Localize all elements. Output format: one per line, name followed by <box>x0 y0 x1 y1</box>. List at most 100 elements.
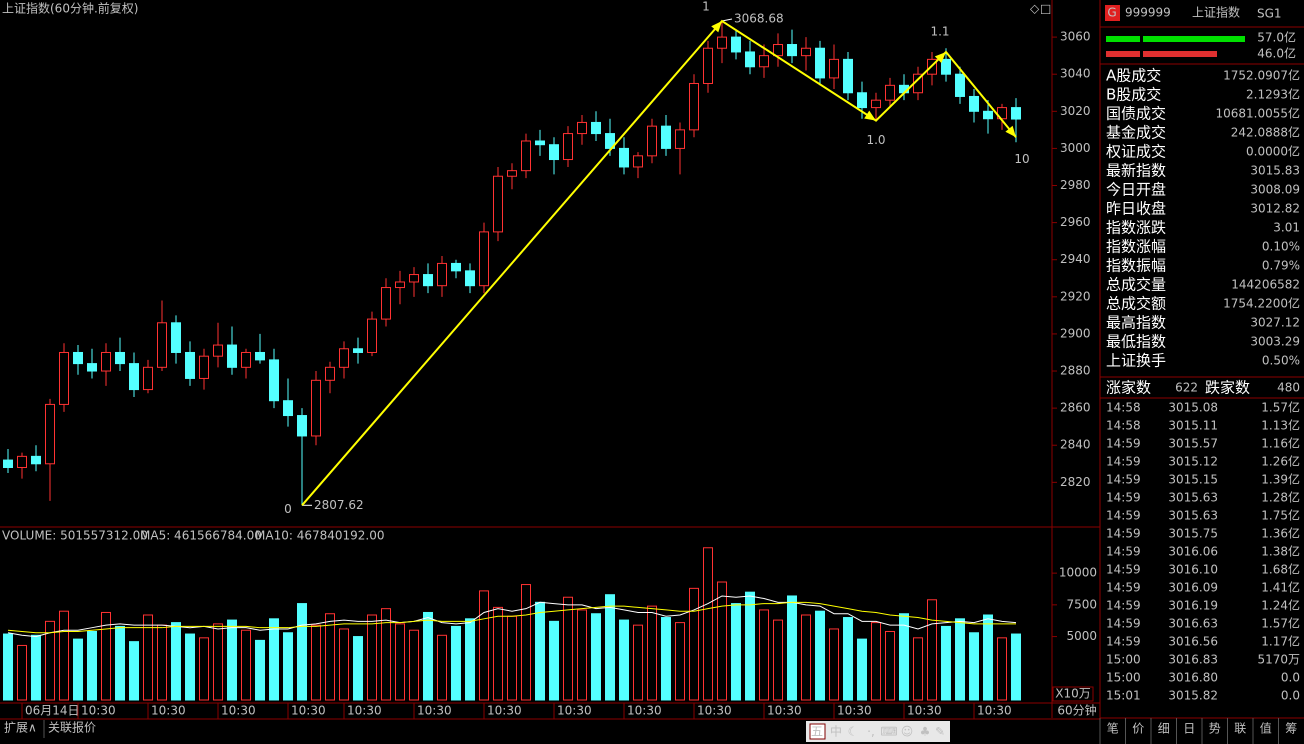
stat-label: 最低指数 <box>1106 333 1166 351</box>
candle-body <box>801 47 811 57</box>
candle-body <box>227 344 237 368</box>
volume-bar <box>1011 633 1021 701</box>
tick-time: 14:58 <box>1106 419 1141 433</box>
candle-body <box>619 147 629 168</box>
volume-bar <box>955 618 965 701</box>
ma10-line <box>7 601 1016 634</box>
arrow-head <box>864 110 876 121</box>
stat-label: 总成交额 <box>1106 295 1166 313</box>
arrow-head <box>1005 125 1016 138</box>
candle-body <box>129 363 139 391</box>
volume-bar <box>171 622 181 701</box>
stat-value: 0.0000亿 <box>1246 144 1300 159</box>
flow-bar <box>1143 36 1245 42</box>
x-tick-label: 10:30 <box>767 704 802 718</box>
extreme-pointer <box>721 18 733 22</box>
toolbar-icon[interactable]: ⌨ <box>880 725 897 739</box>
tick-price: 3016.09 <box>1168 581 1218 595</box>
volume-bar <box>367 614 377 701</box>
x-tick-label: 10:30 <box>557 704 592 718</box>
period-label[interactable]: 60分钟 <box>1057 703 1096 718</box>
candle-body <box>381 287 391 320</box>
volume-bar <box>675 622 685 701</box>
volume-bar <box>759 609 769 701</box>
x-tick-label: 10:30 <box>291 704 326 718</box>
tab[interactable]: 筹 <box>1285 722 1297 736</box>
candle-body <box>759 55 769 68</box>
toolbar-icon[interactable]: ·, <box>867 725 875 739</box>
toolbar-icon[interactable]: ☺ <box>901 725 914 739</box>
stat-label: 最高指数 <box>1106 314 1166 332</box>
candle-body <box>199 355 209 379</box>
x-tick-label: 10:30 <box>697 704 732 718</box>
window-icon[interactable]: ◇ <box>1030 2 1040 16</box>
inflow: 57.0亿 <box>1257 30 1296 45</box>
tick-volume: 1.28亿 <box>1261 490 1300 505</box>
volume-bar <box>857 638 867 701</box>
volume-bar <box>213 623 223 701</box>
tick-volume: 1.41亿 <box>1261 580 1300 595</box>
tick-time: 14:59 <box>1106 527 1141 541</box>
ma10-title: MA10: 467840192.00 <box>255 529 385 543</box>
candle-body <box>171 322 181 353</box>
x-tick-label: 10:30 <box>487 704 522 718</box>
stat-value: 3.01 <box>1273 221 1300 235</box>
tab[interactable]: 价 <box>1132 722 1144 736</box>
candle-body <box>773 44 783 57</box>
stat-label: 最新指数 <box>1106 162 1166 180</box>
tick-volume: 1.36亿 <box>1261 526 1300 541</box>
toolbar-button[interactable]: 中 <box>830 724 842 739</box>
y-tick-label: 3060 <box>1060 30 1091 44</box>
candle-body <box>451 262 461 272</box>
candle-body <box>3 459 13 468</box>
toolbar-button[interactable]: 五 <box>811 725 823 739</box>
tick-time: 14:59 <box>1106 491 1141 505</box>
volume-bar <box>591 613 601 701</box>
tick-price: 3016.06 <box>1168 545 1218 559</box>
name: 上证指数 <box>1192 5 1240 20</box>
footer-button[interactable]: 关联报价 <box>48 720 96 735</box>
toolbar-icon[interactable]: ✎ <box>935 725 945 739</box>
flow-bar <box>1143 51 1217 57</box>
tab[interactable]: 日 <box>1183 722 1195 736</box>
volume-tick-label: 5000 <box>1066 629 1097 643</box>
volume-bar <box>297 603 307 701</box>
tab[interactable]: 值 <box>1260 721 1272 736</box>
footer-button[interactable]: 扩展∧ <box>4 721 37 735</box>
breadth-down-label: 跌家数 <box>1205 379 1250 397</box>
window-icon[interactable]: □ <box>1040 2 1051 16</box>
stat-value: 3027.12 <box>1250 316 1300 330</box>
tick-price: 3016.83 <box>1168 653 1218 667</box>
tab[interactable]: 笔 <box>1107 721 1119 736</box>
tick-price: 3016.10 <box>1168 563 1218 577</box>
candle-body <box>101 351 111 372</box>
x-tick-label: 10:30 <box>837 704 872 718</box>
candle-body <box>843 58 853 94</box>
volume-bar <box>703 547 713 701</box>
candle-body <box>339 348 349 368</box>
toolbar-icon[interactable]: ♣ <box>920 725 931 739</box>
volume-bar <box>73 638 83 701</box>
candle-body <box>325 366 335 381</box>
tab[interactable]: 势 <box>1209 722 1221 736</box>
volume-bar <box>311 624 321 701</box>
volume-bar <box>479 590 489 701</box>
candle-body <box>591 121 601 135</box>
flow-bar <box>1106 51 1140 57</box>
candle-body <box>213 344 223 357</box>
candle-body <box>493 175 503 233</box>
volume-bar <box>283 632 293 701</box>
tick-volume: 1.75亿 <box>1261 508 1300 523</box>
tick-time: 14:59 <box>1106 635 1141 649</box>
tab[interactable]: 细 <box>1158 722 1170 736</box>
tick-time: 14:59 <box>1106 581 1141 595</box>
volume-tick-label: 10000 <box>1059 566 1097 580</box>
chart-title: 上证指数(60分钟.前复权) <box>2 1 138 16</box>
toolbar-icon[interactable]: ☾ <box>848 725 859 739</box>
wave-label: 1 <box>702 0 710 14</box>
breadth-down: 480 <box>1277 381 1300 395</box>
candle-body <box>45 403 55 465</box>
tab[interactable]: 联 <box>1234 722 1246 736</box>
stat-value: 3003.29 <box>1250 335 1300 349</box>
